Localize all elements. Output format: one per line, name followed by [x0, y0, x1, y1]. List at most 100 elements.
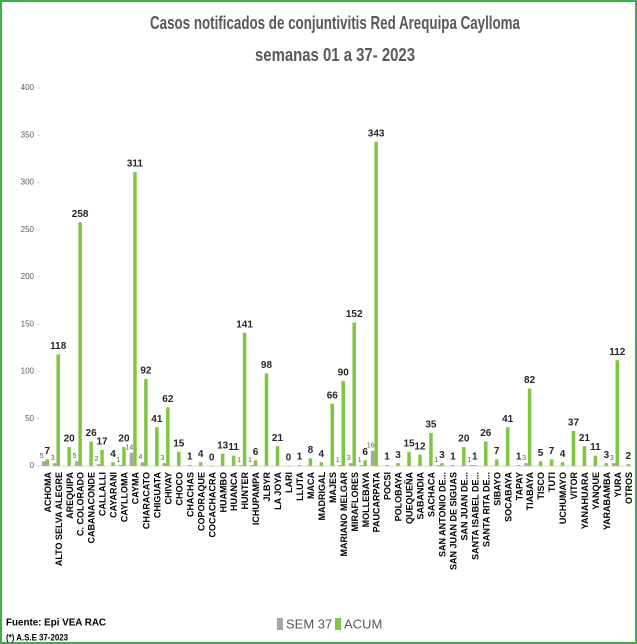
x-tick-label: YARABAMBA — [602, 472, 612, 531]
x-tick-label: CAYARANI — [109, 472, 119, 518]
bar — [527, 388, 532, 466]
x-tick-label: POCSI — [383, 472, 393, 500]
value-label: 90 — [338, 368, 350, 379]
bar — [473, 465, 477, 466]
bar — [626, 464, 631, 466]
bar — [111, 462, 115, 466]
x-tick-label: SANTA RITA DE... — [481, 472, 491, 547]
value-label: 141 — [236, 319, 253, 330]
value-label: 15 — [403, 438, 415, 449]
bar — [582, 446, 587, 466]
value-label: 4 — [110, 449, 116, 460]
x-tick-label: TAPAY — [514, 472, 524, 500]
x-tick-label: SOCABAYA — [503, 472, 513, 522]
bar — [330, 403, 335, 466]
x-tick-label: ACHOMA — [43, 472, 53, 513]
x-tick-label: MOLLEBAYA — [361, 472, 371, 528]
sem-label: 3 — [51, 455, 55, 462]
bar — [374, 141, 378, 467]
bar — [308, 458, 313, 466]
bar — [177, 451, 181, 466]
bar — [52, 463, 57, 466]
x-tick-label: CAYLLOMA — [120, 472, 130, 523]
value-label: 7 — [44, 446, 50, 457]
x-tick-label: JLBYR — [262, 472, 272, 502]
value-label: 41 — [151, 414, 163, 425]
value-label: 1 — [297, 452, 303, 463]
x-tick-label: CHACHAS — [185, 472, 195, 517]
value-label: 6 — [362, 447, 368, 458]
x-tick-label: LA JOYA — [273, 472, 283, 510]
x-tick-label: SAN JUAN DE... — [459, 472, 469, 541]
chart-subtitle: semanas 01 a 37- 2023 — [255, 45, 415, 65]
value-label: 26 — [86, 428, 98, 439]
value-label: 343 — [368, 129, 385, 140]
x-tick-label: TUTI — [547, 472, 557, 492]
x-tick-label: OTROS — [624, 472, 634, 504]
bar — [96, 464, 101, 466]
bar — [560, 462, 565, 466]
bar — [516, 465, 521, 466]
value-label: 4 — [319, 449, 325, 460]
bar — [549, 459, 554, 466]
bar — [319, 462, 324, 466]
legend-swatch — [277, 618, 283, 630]
x-tick-label: CHARACATO — [142, 472, 152, 529]
y-tick-label: 400 — [21, 83, 35, 92]
y-tick-label: 100 — [21, 367, 35, 376]
bar — [612, 463, 616, 466]
bar — [275, 446, 280, 466]
bar — [133, 172, 137, 467]
sem-label: 5 — [40, 453, 44, 460]
x-tick-label: QUEQUEÑA — [405, 472, 415, 525]
value-label: 12 — [414, 441, 426, 452]
y-tick-label: 0 — [30, 461, 35, 470]
bar — [538, 461, 543, 466]
bar — [231, 455, 236, 466]
value-label: 92 — [140, 366, 152, 377]
value-label: 21 — [579, 433, 591, 444]
y-tick-label: 150 — [21, 319, 35, 328]
bar — [264, 373, 269, 466]
x-tick-label: COCACHACRA — [207, 472, 217, 538]
bar — [56, 354, 60, 466]
bar — [429, 432, 433, 466]
value-label: 7 — [494, 446, 500, 457]
value-label: 62 — [162, 394, 174, 405]
value-label: 8 — [308, 445, 314, 456]
bar — [118, 465, 123, 466]
x-tick-label: MACA — [306, 472, 316, 499]
sem-label: 5 — [73, 453, 77, 460]
legend-label: SEM 37 — [286, 616, 332, 631]
note: (*) A.S.E 37-2023 — [6, 632, 68, 642]
value-label: 35 — [425, 420, 437, 431]
source: Fuente: Epi VEA RAC — [6, 618, 106, 629]
sem-label: 4 — [138, 454, 142, 461]
x-tick-label: MARIANO MELGAR — [339, 472, 349, 557]
sem-label: 1 — [117, 457, 121, 464]
bar — [100, 449, 104, 466]
value-label: 13 — [217, 440, 229, 451]
bar — [162, 463, 167, 466]
bar — [385, 465, 389, 466]
x-tick-label: PAUCARPATA — [372, 471, 382, 532]
bar — [462, 447, 466, 466]
bar — [239, 465, 243, 466]
value-label: 112 — [609, 347, 626, 358]
bar — [188, 465, 192, 466]
x-tick-label: CAYMA — [131, 472, 141, 505]
bar — [89, 441, 93, 466]
bar — [604, 463, 609, 466]
x-tick-label: HUANCA — [229, 472, 239, 511]
sem-label: 1 — [467, 457, 471, 464]
sem-label: 1 — [237, 457, 241, 464]
value-label: 11 — [228, 442, 239, 453]
sem-label: 3 — [522, 455, 526, 462]
bar — [242, 332, 247, 466]
bar — [253, 460, 258, 466]
bar — [209, 466, 214, 467]
sem-label: 3 — [160, 455, 164, 462]
bar — [494, 459, 499, 466]
sem-label: 1 — [434, 457, 438, 464]
bar — [155, 427, 159, 466]
